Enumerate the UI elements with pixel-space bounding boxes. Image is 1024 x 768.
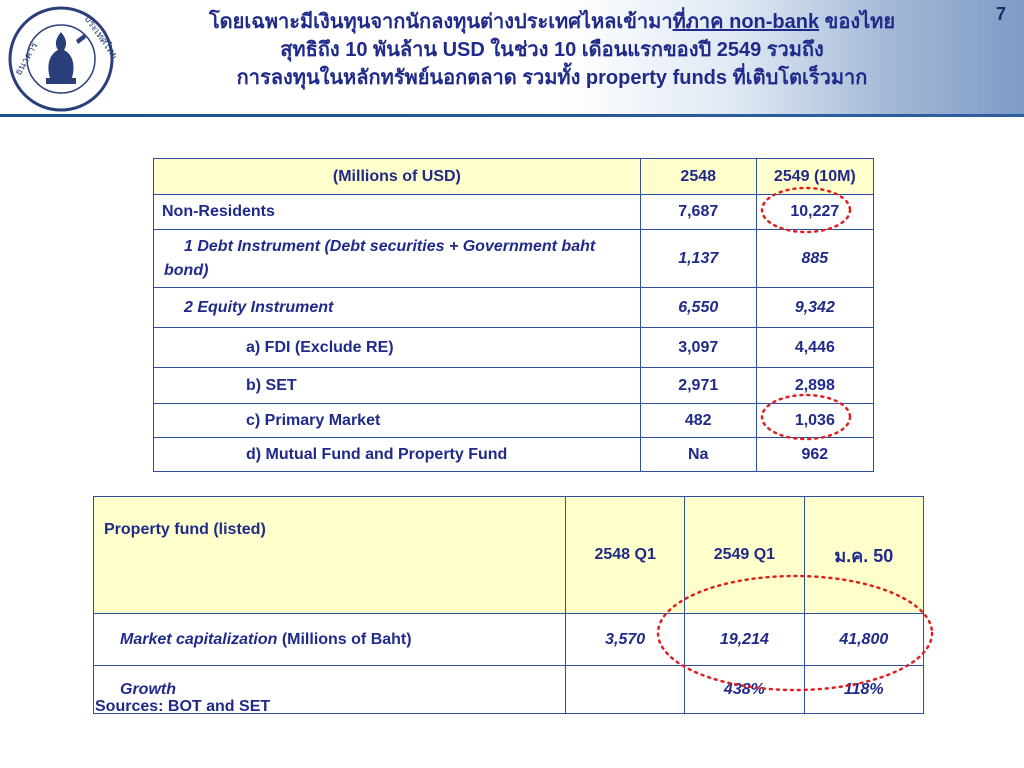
header-cell-2548q1: 2548 Q1 xyxy=(565,496,686,614)
table-row: Market capitalization (Millions of Baht)… xyxy=(92,613,925,666)
row-value-jan50: 118% xyxy=(803,665,925,714)
row-label: Non-Residents xyxy=(153,194,641,230)
table-row: d) Mutual Fund and Property Fund Na 962 xyxy=(153,437,875,472)
table-row: c) Primary Market 482 1,036 xyxy=(153,403,875,438)
row-value-2548: 6,550 xyxy=(639,287,757,328)
title-line-2: สุทธิถึง 10 พันล้าน USD ในช่วง 10 เดือนแ… xyxy=(280,39,824,61)
row-value-2548q1 xyxy=(565,665,686,714)
bank-seal-logo: ธนาคาร ประเทศไทย xyxy=(8,6,116,112)
row-value-2549: 962 xyxy=(755,437,875,472)
sources-note: Sources: BOT and SET xyxy=(95,698,271,715)
row-value-2548: 7,687 xyxy=(639,194,757,230)
header-cell-label: Property fund (listed) xyxy=(92,496,567,614)
row-label-italic: Market capitalization xyxy=(120,630,278,648)
header-cell-jan50: ม.ค. 50 xyxy=(803,496,925,614)
row-value-2549: 4,446 xyxy=(755,327,875,368)
row-value-2548: 2,971 xyxy=(639,367,757,404)
row-label: b) SET xyxy=(153,367,641,404)
row-value-2548: 1,137 xyxy=(639,229,757,288)
row-value-2548: 482 xyxy=(639,403,757,438)
row-label-rest: (Millions of Baht) xyxy=(277,630,412,648)
row-label: Market capitalization (Millions of Baht) xyxy=(92,613,567,666)
row-label: a) FDI (Exclude RE) xyxy=(153,327,641,368)
row-value-2549: 2,898 xyxy=(755,367,875,404)
header-cell-2549: 2549 (10M) xyxy=(755,158,875,195)
row-value-2549q1: 438% xyxy=(684,665,805,714)
table-header-row: Property fund (listed) 2548 Q1 2549 Q1 ม… xyxy=(92,496,925,614)
table-row: b) SET 2,971 2,898 xyxy=(153,367,875,404)
table-header-row: (Millions of USD) 2548 2549 (10M) xyxy=(153,158,875,195)
title-underlined-phrase: ที่ภาค non-bank xyxy=(672,11,820,33)
row-value-2548: 3,097 xyxy=(639,327,757,368)
row-label: 1 Debt Instrument (Debt securities + Gov… xyxy=(153,229,641,288)
header-rule xyxy=(0,114,1024,117)
table-row: a) FDI (Exclude RE) 3,097 4,446 xyxy=(153,327,875,368)
property-fund-table: Property fund (listed) 2548 Q1 2549 Q1 ม… xyxy=(92,496,925,714)
page-number: 7 xyxy=(996,4,1007,24)
row-value-2549: 9,342 xyxy=(755,287,875,328)
row-label-italic: Growth xyxy=(120,680,176,698)
table-row: 2 Equity Instrument 6,550 9,342 xyxy=(153,287,875,328)
slide-title: โดยเฉพาะมีเงินทุนจากนักลงทุนต่างประเทศไห… xyxy=(122,8,982,92)
title-line-1: โดยเฉพาะมีเงินทุนจากนักลงทุนต่างประเทศไห… xyxy=(208,11,896,33)
header-cell-2549q1: 2549 Q1 xyxy=(684,496,805,614)
row-value-2548q1: 3,570 xyxy=(565,613,686,666)
table-row: Non-Residents 7,687 10,227 xyxy=(153,194,875,230)
table-row: 1 Debt Instrument (Debt securities + Gov… xyxy=(153,229,875,288)
row-value-2549: 10,227 xyxy=(755,194,875,230)
row-label: 2 Equity Instrument xyxy=(153,287,641,328)
row-label: d) Mutual Fund and Property Fund xyxy=(153,437,641,472)
row-label: c) Primary Market xyxy=(153,403,641,438)
slide-header xyxy=(0,0,1024,116)
capital-flow-table: (Millions of USD) 2548 2549 (10M) Non-Re… xyxy=(153,158,875,472)
title-line-3: การลงทุนในหลักทรัพย์นอกตลาด รวมทั้ง prop… xyxy=(236,67,868,89)
row-value-2549: 1,036 xyxy=(755,403,875,438)
row-value-jan50: 41,800 xyxy=(803,613,925,666)
header-cell-2548: 2548 xyxy=(639,158,757,195)
row-value-2548: Na xyxy=(639,437,757,472)
header-cell-label: (Millions of USD) xyxy=(153,158,641,195)
row-value-2549q1: 19,214 xyxy=(684,613,805,666)
row-value-2549: 885 xyxy=(755,229,875,288)
